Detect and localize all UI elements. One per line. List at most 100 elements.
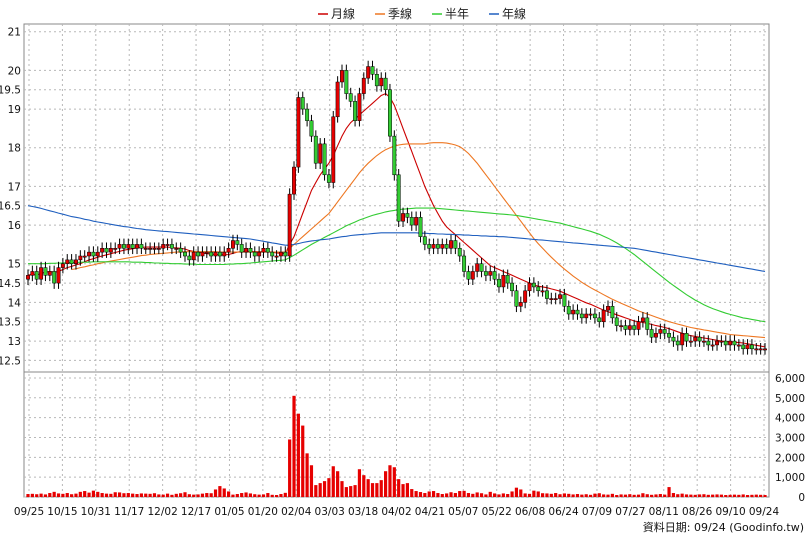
candle-body <box>187 255 192 261</box>
volume-bar <box>170 494 174 497</box>
volume-bar <box>196 494 200 497</box>
candle-body <box>47 271 52 276</box>
volume-tick-label: 3,000 <box>775 432 805 444</box>
x-tick-label: 08/11 <box>649 506 679 518</box>
candle-body <box>706 340 711 346</box>
volume-bar <box>706 494 710 497</box>
candle-body <box>701 340 706 343</box>
candle-body <box>30 271 35 276</box>
volume-bar <box>305 453 309 497</box>
volume-bar <box>471 493 475 497</box>
volume-bar <box>628 494 632 497</box>
volume-bar <box>218 486 222 497</box>
candle-body <box>667 333 672 338</box>
candle-body <box>719 340 724 343</box>
source-note: 資料日期: 09/24 (Goodinfo.tw) <box>643 520 804 534</box>
candle-body <box>531 282 536 288</box>
volume-bar <box>479 493 484 497</box>
ma-half-line <box>28 207 766 323</box>
volume-bar <box>56 493 61 497</box>
volume-bar <box>209 493 213 497</box>
volume-bar <box>318 483 322 497</box>
candle-body <box>645 317 650 330</box>
volume-bar <box>87 492 91 497</box>
volume-bar <box>165 493 170 497</box>
x-tick-label: 10/15 <box>47 506 77 518</box>
candle-body <box>514 290 519 307</box>
candle-body <box>518 302 523 307</box>
candle-body <box>226 248 231 253</box>
grid <box>24 24 769 498</box>
volume-bar <box>235 494 239 497</box>
candle-body <box>427 244 432 249</box>
volume-bar <box>728 494 732 497</box>
candle-body <box>248 248 253 253</box>
price-tick-label: 14 <box>8 297 22 309</box>
candle-body <box>715 340 719 346</box>
ma-year-line <box>27 205 766 273</box>
candle-body <box>619 325 624 328</box>
price-axis: 21 20 19.5 19 18 17 16.5 16 15 14.5 14 13.5 13 12.5 <box>0 27 21 368</box>
candle-body <box>130 244 135 249</box>
volume-bar <box>253 494 257 497</box>
volume-bar <box>458 491 462 497</box>
volume-bar <box>523 493 527 497</box>
volume-bar <box>78 491 82 497</box>
volume-bar <box>763 495 767 497</box>
volume-bar <box>296 413 300 497</box>
candle-body <box>305 108 310 121</box>
price-tick-label: 16.5 <box>0 201 21 213</box>
candle-body <box>422 236 427 245</box>
candle-body <box>366 66 371 79</box>
volume-bar <box>554 493 558 497</box>
volume-bar <box>213 489 218 497</box>
volume-bar <box>536 491 540 497</box>
candle-body <box>261 248 266 253</box>
candle-body <box>571 309 576 315</box>
x-tick-label: 06/24 <box>548 506 579 518</box>
volume-bar <box>580 494 584 497</box>
volume-bar <box>506 494 510 497</box>
volume-bar <box>741 494 745 497</box>
candle-body <box>453 240 458 249</box>
candle-body <box>87 251 92 257</box>
volume-bar <box>61 493 65 497</box>
price-tick-label: 15 <box>8 259 21 271</box>
volume-bar <box>91 490 96 497</box>
volume-bar <box>650 494 654 497</box>
candle-body <box>265 248 270 253</box>
candle-body <box>435 244 440 249</box>
volume-bar <box>754 494 758 497</box>
volume-bar <box>357 469 362 497</box>
volume-bar <box>139 493 143 497</box>
candle-body <box>497 278 501 288</box>
candle-body <box>322 143 327 176</box>
volume-bar <box>488 491 492 497</box>
price-tick-label: 16 <box>8 220 22 232</box>
legend: 月線 季線 半年 年線 <box>318 6 526 21</box>
price-tick-label: 19 <box>8 104 21 116</box>
volume-bar <box>227 491 231 497</box>
candle-body <box>183 251 187 257</box>
volume-tick-label: 0 <box>798 492 805 504</box>
volume-bar <box>549 493 553 497</box>
x-tick-label: 10/31 <box>81 506 111 518</box>
candle-body <box>728 340 733 346</box>
volume-bar <box>157 494 161 497</box>
candle-body <box>693 336 698 342</box>
price-tick-label: 18 <box>8 143 21 155</box>
volume-bar <box>540 493 545 497</box>
candle-body <box>741 344 746 350</box>
candle-body <box>749 344 754 350</box>
volume-bar <box>593 493 597 497</box>
volume-bar <box>322 481 327 497</box>
candle-body <box>309 120 314 137</box>
x-tick-label: 03/03 <box>315 506 345 518</box>
candle-body <box>457 248 462 257</box>
candle-body <box>479 263 484 272</box>
volume-bar <box>30 493 34 497</box>
volume-bar <box>222 488 226 497</box>
candle-body <box>440 244 445 249</box>
candlesticks <box>26 60 767 355</box>
candle-body <box>745 344 750 350</box>
